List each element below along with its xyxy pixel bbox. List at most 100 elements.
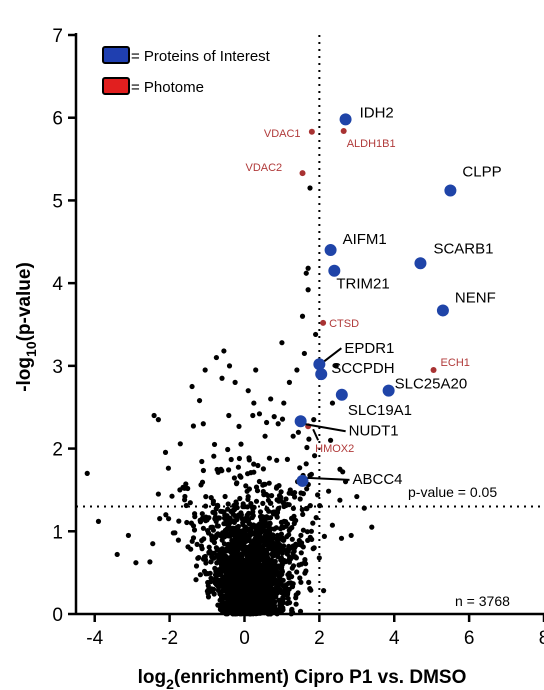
y-tick-label: 1 — [52, 522, 63, 543]
protein-point — [260, 585, 266, 591]
protein-point — [264, 419, 270, 426]
protein-point — [289, 584, 296, 590]
protein-point — [182, 497, 188, 503]
protein-point — [206, 544, 212, 550]
protein-point — [273, 525, 279, 531]
protein-point — [308, 528, 314, 534]
legend-label-interest: = Proteins of Interest — [131, 48, 271, 65]
protein-point — [222, 577, 228, 583]
protein-point — [200, 556, 207, 562]
protein-point — [203, 494, 209, 500]
protein-point — [255, 462, 261, 469]
protein-point — [133, 560, 139, 566]
protein-point — [218, 466, 224, 472]
protein-point — [233, 562, 239, 568]
protein-point — [214, 523, 220, 529]
protein-point — [175, 537, 181, 543]
protein-point — [296, 537, 302, 544]
protein-point — [241, 564, 248, 570]
protein-point — [260, 466, 266, 472]
protein-point — [199, 537, 205, 544]
protein-point — [230, 605, 236, 611]
y-tick-label: 6 — [52, 109, 63, 130]
photome-points — [299, 127, 437, 430]
protein-point — [218, 572, 224, 578]
protein-point — [262, 433, 268, 439]
protein-point — [298, 532, 304, 539]
protein-point — [243, 483, 249, 489]
protein-point — [225, 533, 231, 539]
protein-point — [253, 484, 260, 490]
protein-point — [237, 545, 243, 551]
count-label: n = 3768 — [455, 593, 510, 609]
protein-point — [201, 568, 208, 574]
protein-point — [303, 270, 309, 276]
protein-point — [151, 412, 157, 419]
protein-point — [237, 495, 243, 502]
protein-point — [267, 500, 273, 506]
label-abcc4: ABCC4 — [353, 471, 403, 488]
protein-point — [281, 400, 287, 406]
protein-point — [219, 537, 225, 543]
protein-point — [302, 559, 308, 566]
y-tick-label: 3 — [52, 357, 63, 378]
protein-point — [270, 562, 276, 569]
point-labels: IDH2 CLPP AIFM1 SCARB1 TRIM21 NENF EPDR1 SCCPDH… — [246, 104, 502, 487]
protein-point — [281, 503, 287, 510]
legend-swatch-interest — [102, 46, 130, 64]
protein-point — [287, 554, 293, 560]
protein-point — [338, 535, 345, 541]
protein-point — [212, 572, 219, 578]
protein-point — [211, 550, 217, 556]
protein-point — [170, 530, 176, 536]
protein-point — [300, 527, 306, 533]
protein-point — [258, 513, 264, 519]
protein-point — [272, 550, 278, 556]
protein-point — [208, 575, 214, 581]
protein-point — [204, 517, 210, 523]
protein-point — [203, 503, 209, 509]
protein-point — [250, 522, 256, 528]
label-vdac2: VDAC2 — [246, 162, 283, 174]
label-scarb1: SCARB1 — [433, 240, 493, 257]
threshold-label: p-value = 0.05 — [408, 484, 497, 500]
protein-point — [249, 601, 255, 607]
protein-point — [321, 533, 327, 540]
protein-point — [286, 379, 293, 385]
protein-point — [150, 541, 156, 547]
protein-point — [298, 550, 304, 556]
protein-point — [238, 510, 244, 516]
protein-point — [192, 511, 198, 517]
protein-point — [236, 423, 242, 429]
photome-point-ctsd — [320, 319, 327, 326]
label-nenf: NENF — [455, 289, 496, 306]
protein-point — [257, 509, 264, 515]
protein-point — [266, 522, 272, 528]
protein-point — [299, 313, 306, 319]
protein-point — [247, 607, 253, 614]
protein-point — [295, 429, 301, 435]
protein-point — [219, 562, 225, 569]
threshold-lines — [76, 35, 544, 614]
protein-point — [234, 480, 240, 486]
protein-point — [294, 569, 300, 575]
label-hmox2: HMOX2 — [315, 443, 354, 455]
protein-point — [306, 436, 312, 442]
protein-point — [250, 512, 256, 518]
protein-point — [244, 488, 250, 494]
protein-point — [240, 590, 246, 596]
protein-point — [211, 591, 217, 597]
protein-point — [286, 559, 292, 565]
protein-point — [228, 555, 234, 561]
protein-point — [277, 526, 284, 532]
protein-point — [354, 493, 360, 500]
photome-point-vdac2 — [299, 170, 306, 177]
protein-point — [225, 446, 231, 453]
protein-point — [189, 383, 195, 390]
protein-point — [280, 590, 287, 596]
protein-point — [272, 579, 278, 585]
x-tick-label: 4 — [389, 628, 400, 649]
protein-point — [207, 548, 213, 555]
protein-point — [212, 510, 218, 517]
protein-point — [169, 493, 175, 499]
